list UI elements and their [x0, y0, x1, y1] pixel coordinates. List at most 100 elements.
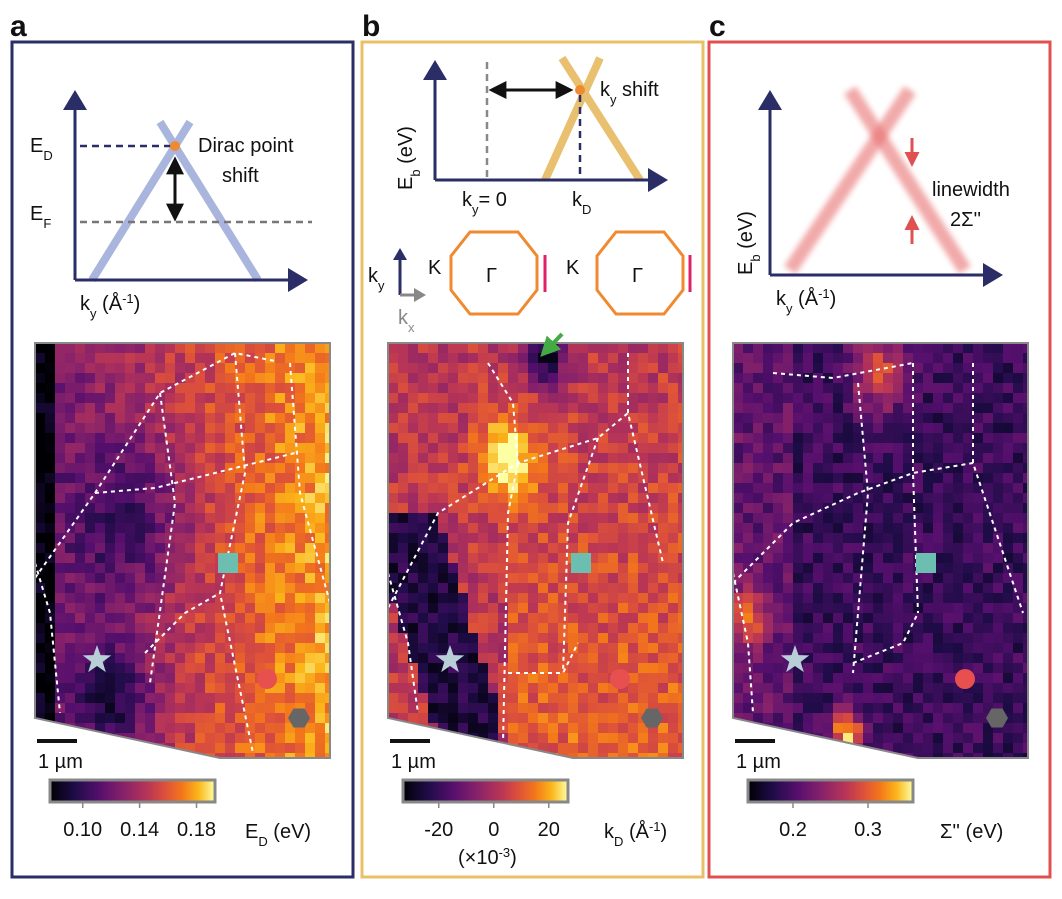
axis-label: kx: [398, 307, 415, 335]
heatmap-pixel: [135, 543, 146, 554]
heatmap-pixel: [628, 403, 639, 414]
heatmap-pixel: [658, 693, 669, 704]
heatmap-pixel: [1023, 473, 1028, 484]
heatmap-pixel: [195, 503, 206, 514]
heatmap-pixel: [528, 533, 539, 544]
heatmap-pixel: [803, 513, 814, 524]
heatmap-pixel: [913, 653, 924, 664]
heatmap-pixel: [963, 583, 974, 594]
heatmap-pixel: [175, 753, 186, 758]
heatmap-pixel: [115, 523, 126, 534]
heatmap-pixel: [943, 633, 954, 644]
heatmap-pixel: [75, 393, 86, 404]
heatmap-pixel: [983, 723, 994, 734]
panel-letter: b: [362, 10, 380, 43]
heatmap-pixel: [155, 523, 166, 534]
heatmap-pixel: [175, 723, 186, 734]
heatmap-pixel: [843, 683, 854, 694]
heatmap-pixel: [903, 593, 914, 604]
heatmap-pixel: [235, 343, 246, 354]
heatmap-pixel: [325, 413, 330, 424]
heatmap-pixel: [943, 393, 954, 404]
heatmap-pixel: [235, 703, 246, 714]
heatmap-pixel: [538, 533, 549, 544]
heatmap-pixel: [478, 383, 489, 394]
heatmap-pixel: [245, 613, 256, 624]
heatmap-pixel: [783, 623, 794, 634]
heatmap-pixel: [873, 553, 884, 564]
heatmap-pixel: [853, 663, 864, 674]
heatmap-pixel: [438, 473, 449, 484]
heatmap-pixel: [235, 563, 246, 574]
heatmap-pixel: [115, 533, 126, 544]
heatmap-pixel: [448, 493, 459, 504]
heatmap-pixel: [953, 343, 964, 354]
heatmap-pixel: [165, 483, 176, 494]
heatmap-pixel: [245, 653, 256, 664]
heatmap-pixel: [973, 623, 984, 634]
heatmap-pixel: [983, 343, 994, 354]
heatmap-pixel: [195, 353, 206, 364]
heatmap-pixel: [783, 443, 794, 454]
heatmap-pixel: [638, 633, 649, 644]
heatmap-pixel: [468, 413, 479, 424]
heatmap-pixel: [793, 363, 804, 374]
heatmap-pixel: [438, 693, 449, 704]
heatmap-pixel: [255, 383, 266, 394]
heatmap-pixel: [813, 683, 824, 694]
heatmap-pixel: [418, 603, 429, 614]
heatmap-pixel: [65, 513, 76, 524]
heatmap-pixel: [993, 603, 1004, 614]
heatmap-pixel: [783, 643, 794, 654]
heatmap-pixel: [923, 463, 934, 474]
heatmap-pixel: [275, 443, 286, 454]
heatmap-pixel: [305, 653, 316, 664]
heatmap-pixel: [953, 603, 964, 614]
heatmap-pixel: [803, 703, 814, 714]
heatmap-pixel: [678, 403, 683, 414]
heatmap-pixel: [588, 653, 599, 664]
heatmap-pixel: [55, 643, 66, 654]
heatmap-pixel: [285, 373, 296, 384]
heatmap-pixel: [225, 343, 236, 354]
heatmap-pixel: [833, 583, 844, 594]
heatmap-pixel: [873, 593, 884, 604]
heatmap-pixel: [983, 653, 994, 664]
heatmap-pixel: [783, 513, 794, 524]
heatmap-pixel: [418, 513, 429, 524]
heatmap-pixel: [305, 353, 316, 364]
heatmap-pixel: [398, 463, 409, 474]
heatmap-pixel: [993, 573, 1004, 584]
heatmap-pixel: [678, 493, 683, 504]
heatmap-pixel: [893, 663, 904, 674]
heatmap-pixel: [45, 593, 56, 604]
heatmap-pixel: [648, 613, 659, 624]
heatmap-pixel: [195, 523, 206, 534]
heatmap-pixel: [783, 593, 794, 604]
heatmap-pixel: [558, 463, 569, 474]
heatmap-pixel: [568, 533, 579, 544]
heatmap-pixel: [893, 363, 904, 374]
heatmap-pixel: [55, 513, 66, 524]
heatmap-pixel: [75, 463, 86, 474]
heatmap-pixel: [518, 533, 529, 544]
heatmap-pixel: [733, 513, 744, 524]
heatmap-pixel: [933, 363, 944, 374]
heatmap-pixel: [185, 463, 196, 474]
heatmap-pixel: [733, 433, 744, 444]
heatmap-pixel: [658, 673, 669, 684]
heatmap-pixel: [813, 463, 824, 474]
axis-label: Eb (eV): [735, 211, 763, 275]
heatmap-pixel: [588, 413, 599, 424]
heatmap-pixel: [498, 633, 509, 644]
heatmap-pixel: [305, 503, 316, 514]
hexagon-marker: [288, 708, 310, 728]
heatmap-pixel: [518, 563, 529, 574]
heatmap-pixel: [135, 443, 146, 454]
heatmap-pixel: [873, 703, 884, 714]
heatmap-pixel: [813, 433, 824, 444]
heatmap-pixel: [588, 403, 599, 414]
heatmap-pixel: [743, 623, 754, 634]
heatmap-pixel: [538, 753, 549, 758]
heatmap-pixel: [438, 673, 449, 684]
